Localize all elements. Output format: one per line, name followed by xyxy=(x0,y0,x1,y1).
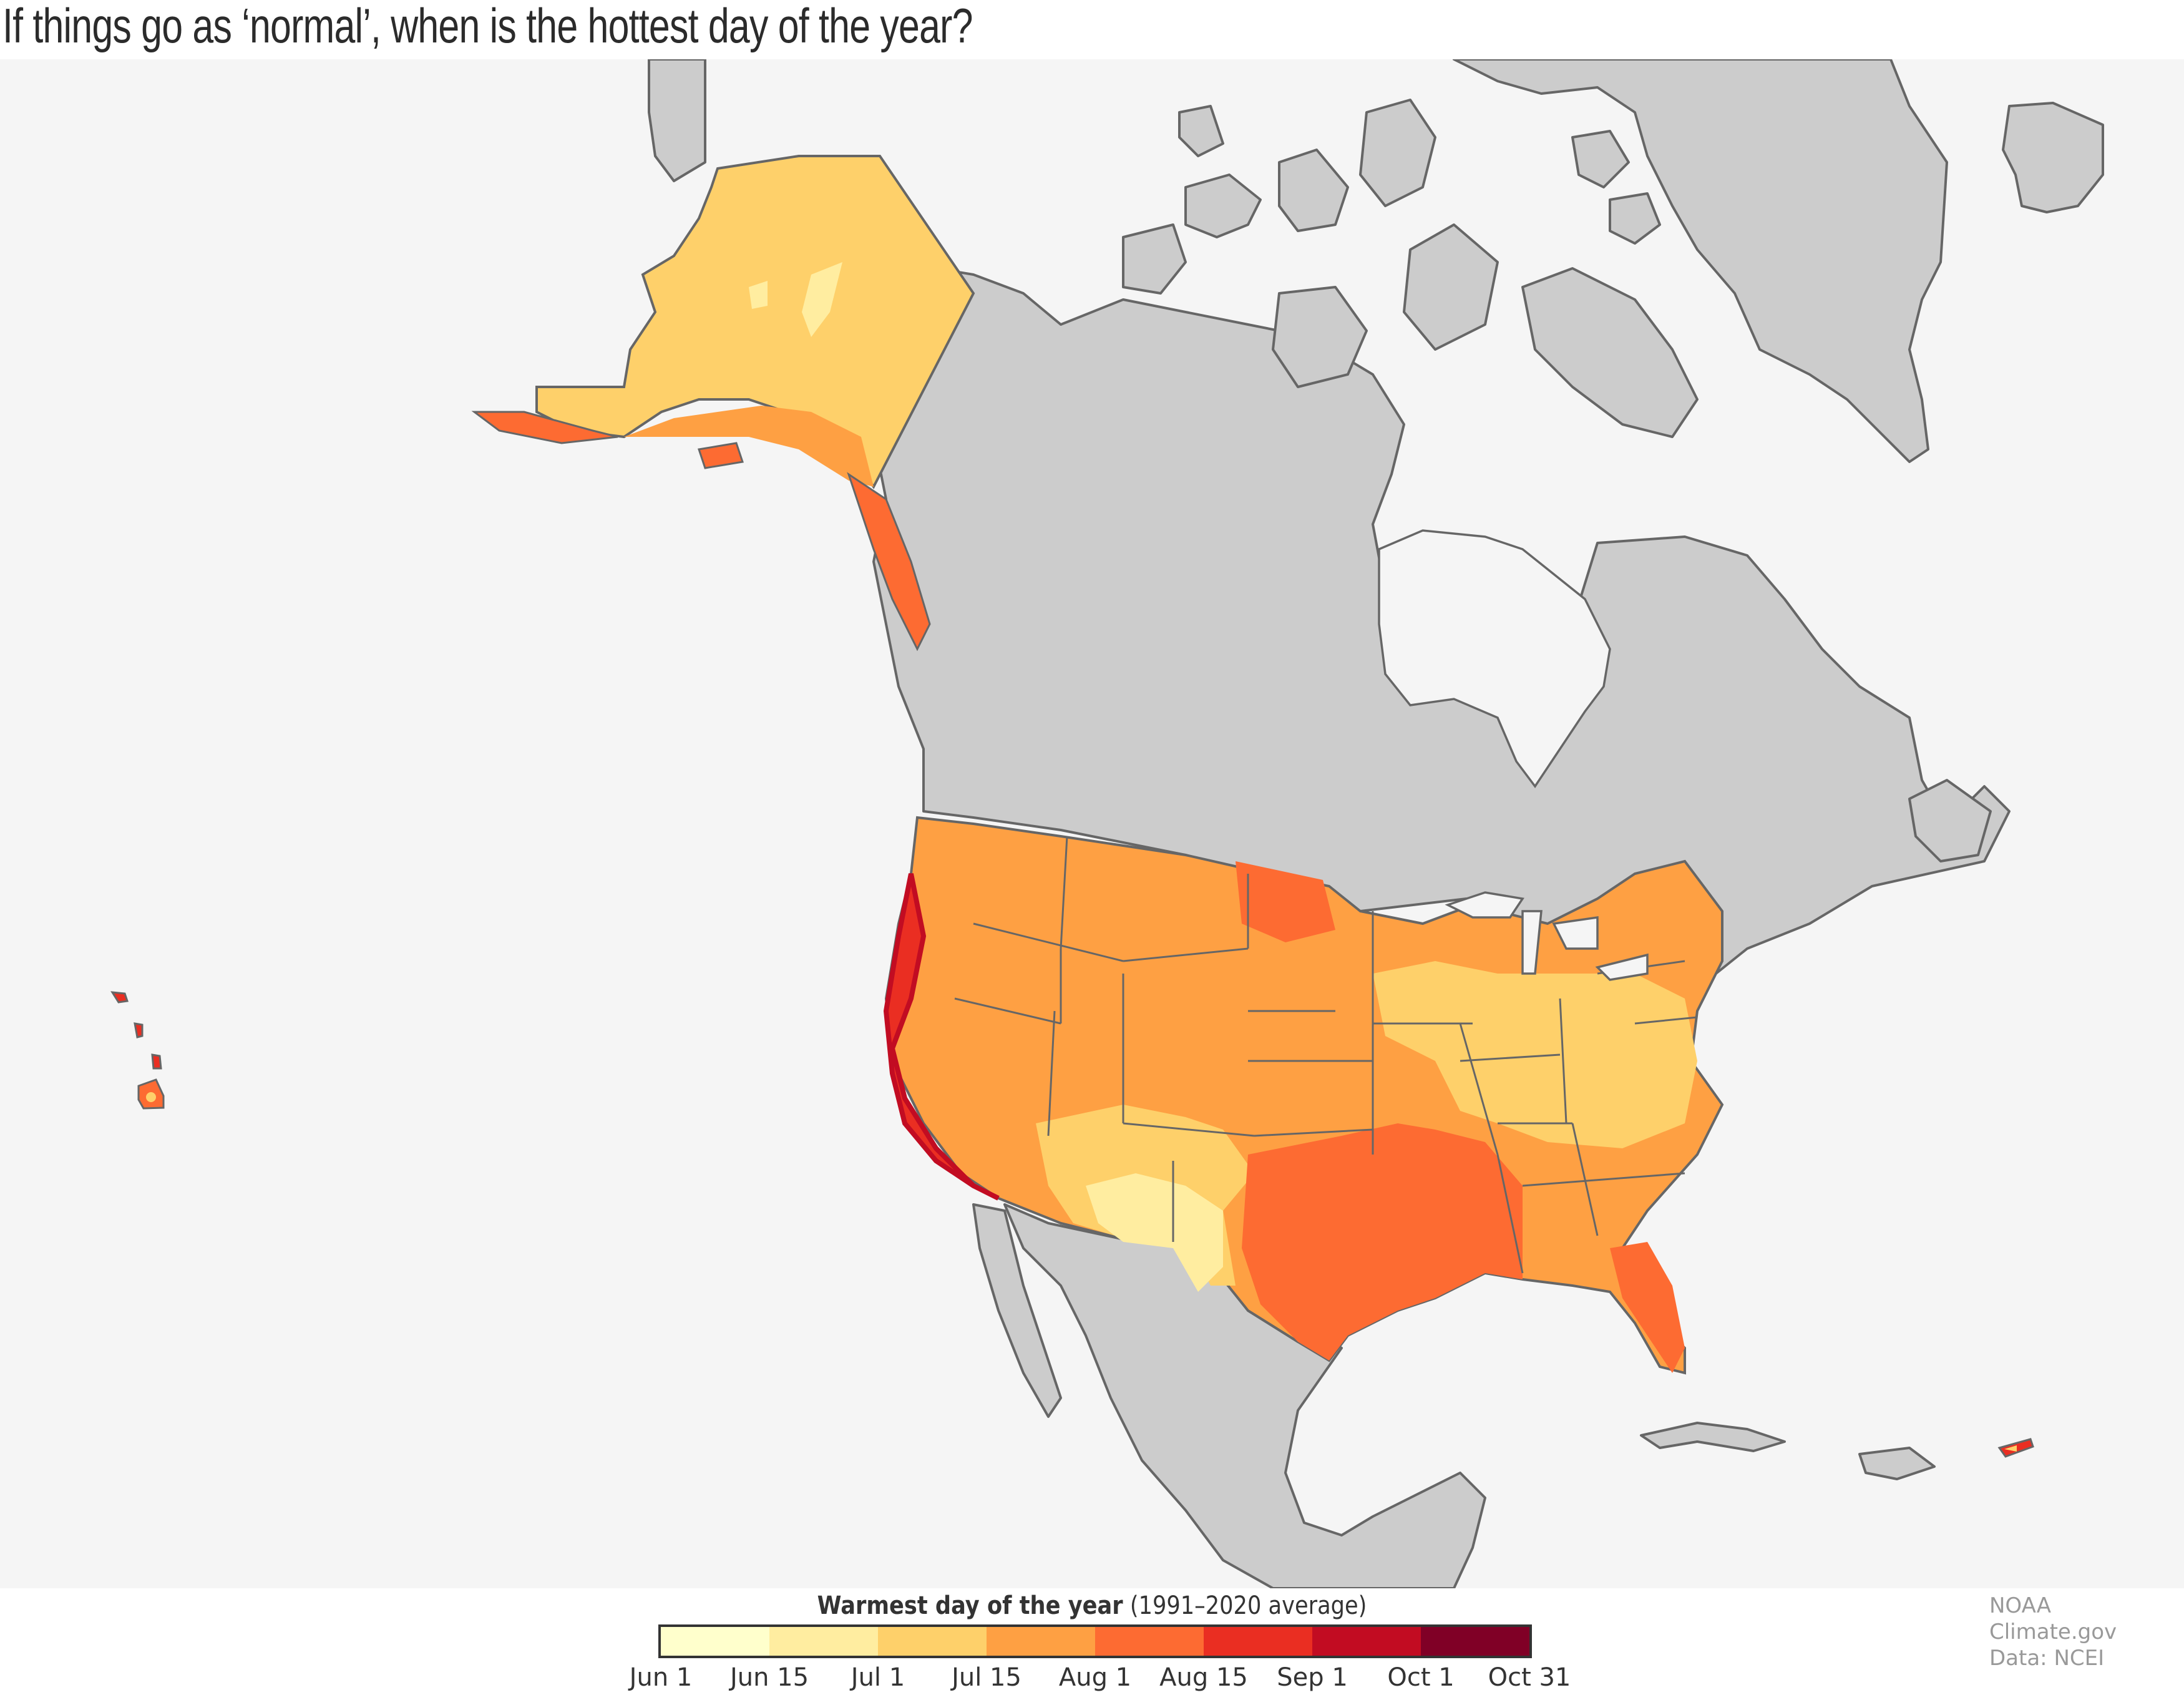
colorbar-tick-label: Jul 1 xyxy=(851,1663,905,1692)
colorbar-tick-label: Aug 15 xyxy=(1159,1663,1248,1692)
hawaii xyxy=(110,991,165,1110)
colorbar xyxy=(658,1624,1532,1658)
map-svg xyxy=(110,59,2104,1588)
colorbar-ticks: Jun 1 Jun 15 Jul 1 Jul 15 Aug 1 Aug 15 Sep 1 Oc… xyxy=(0,1663,2184,1694)
colorbar-swatch xyxy=(987,1627,1095,1656)
legend-title-period: (1991–2020 average) xyxy=(1123,1591,1367,1620)
colorbar-tick-label: Oct 1 xyxy=(1387,1663,1455,1692)
credit-data: Data: NCEI xyxy=(1989,1646,2105,1671)
colorbar-swatch xyxy=(1204,1627,1312,1656)
colorbar-tick-label: Oct 31 xyxy=(1488,1663,1571,1692)
map xyxy=(0,59,2184,1588)
colorbar-swatch xyxy=(661,1627,769,1656)
colorbar-swatch xyxy=(769,1627,878,1656)
colorbar-swatch xyxy=(1421,1627,1529,1656)
credit-source: NOAA Climate.gov xyxy=(1989,1593,2117,1644)
colorbar-tick-label: Jun 15 xyxy=(729,1663,809,1692)
colorbar-swatch xyxy=(878,1627,987,1656)
colorbar-swatch xyxy=(1312,1627,1421,1656)
legend-title-bold: Warmest day of the year xyxy=(817,1591,1123,1620)
greenland xyxy=(1453,59,1948,463)
colorbar-tick-label: Aug 1 xyxy=(1058,1663,1132,1692)
colorbar-tick-label: Jun 1 xyxy=(629,1663,693,1692)
credit: NOAA Climate.gov Data: NCEI xyxy=(1989,1593,2184,1671)
page-title: If things go as ‘normal’, when is the ho… xyxy=(2,0,973,53)
colorbar-tick-label: Sep 1 xyxy=(1277,1663,1348,1692)
colorbar-swatch xyxy=(1095,1627,1204,1656)
legend-title: Warmest day of the year (1991–2020 avera… xyxy=(131,1591,2053,1620)
colorbar-tick-label: Jul 15 xyxy=(952,1663,1021,1692)
